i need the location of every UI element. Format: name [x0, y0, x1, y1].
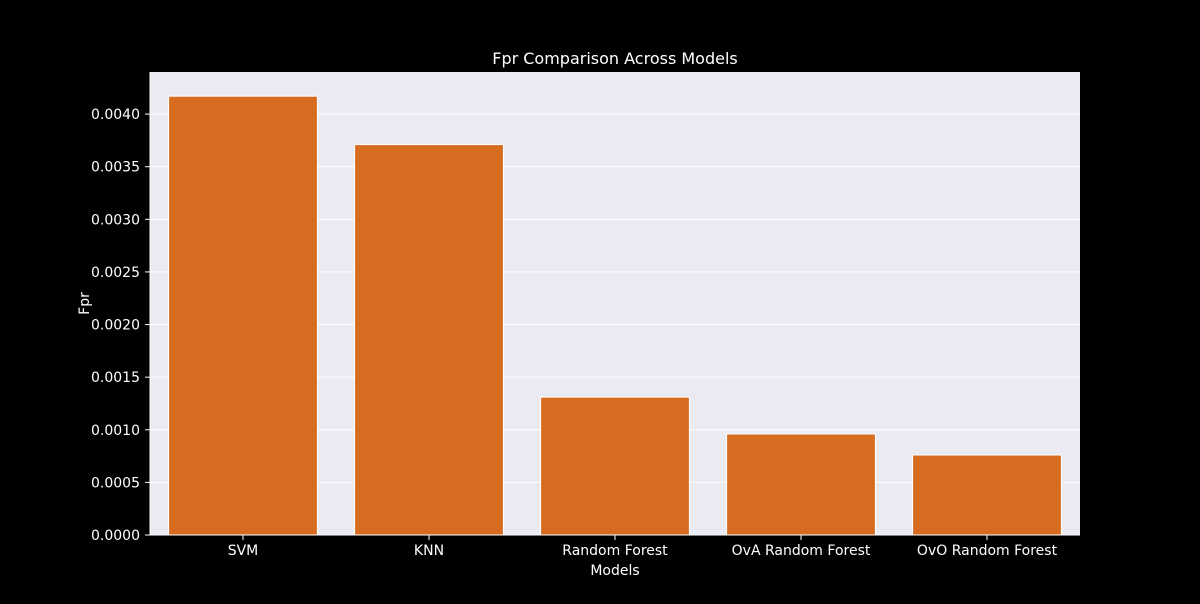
y-tick-label: 0.0000 — [91, 528, 140, 544]
x-tick-label: KNN — [414, 543, 444, 559]
bar-svm — [168, 95, 318, 536]
y-tick-label: 0.0020 — [91, 318, 140, 334]
bar-random-forest — [540, 396, 690, 536]
x-tick-label: OvA Random Forest — [732, 543, 871, 559]
y-tick-label: 0.0030 — [91, 212, 140, 228]
bar-knn — [354, 144, 504, 536]
bar-ovo-random-forest — [912, 454, 1062, 536]
y-tick-label: 0.0010 — [91, 423, 140, 439]
bars — [168, 95, 1062, 536]
x-axis-label: Models — [590, 563, 639, 579]
y-tick-label: 0.0025 — [91, 265, 140, 281]
chart-title: Fpr Comparison Across Models — [492, 49, 738, 68]
y-tick-label: 0.0035 — [91, 160, 140, 176]
x-axis-ticks: SVM KNN Random Forest OvA Random Forest OvO … — [150, 534, 1080, 559]
bar-ova-random-forest — [726, 433, 876, 536]
x-tick-label: SVM — [228, 543, 259, 559]
y-axis-ticks: 0.0000 0.0005 0.0010 0.0015 0.0020 0.0025 0.00… — [91, 72, 151, 544]
y-axis-label: Fpr — [77, 292, 93, 315]
y-tick-label: 0.0040 — [91, 107, 140, 123]
y-tick-label: 0.0005 — [91, 475, 140, 491]
y-tick-label: 0.0015 — [91, 370, 140, 386]
x-tick-label: OvO Random Forest — [917, 543, 1058, 559]
x-tick-label: Random Forest — [562, 543, 668, 559]
